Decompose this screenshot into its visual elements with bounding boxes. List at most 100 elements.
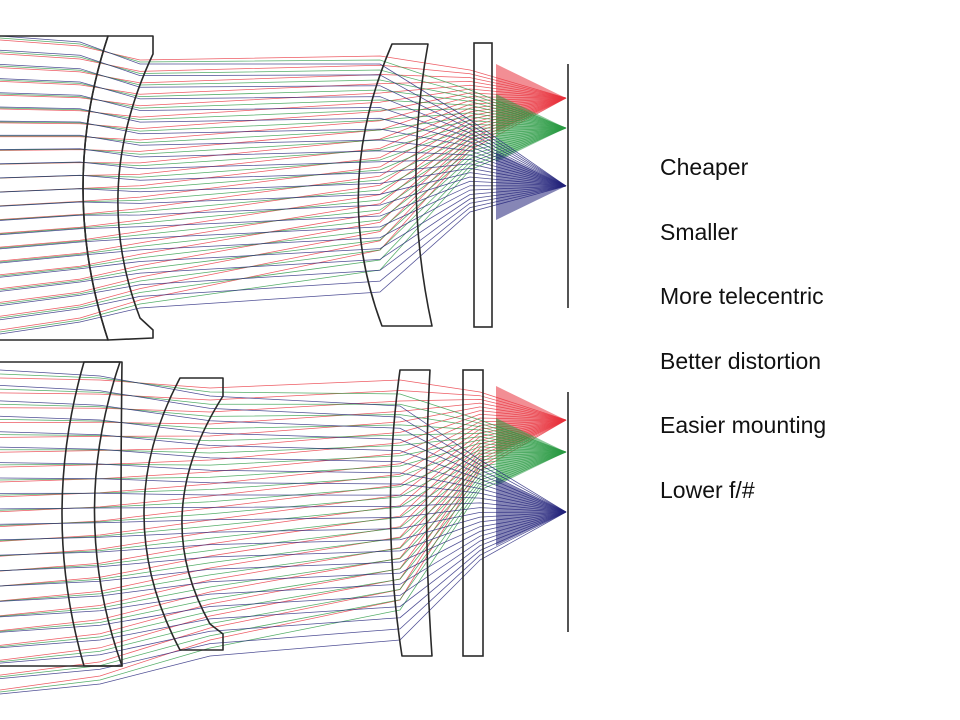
ray-path [0, 436, 567, 454]
benefit-smaller: Smaller [660, 218, 738, 245]
ray-path [0, 419, 567, 617]
ray-path [0, 159, 567, 187]
ray-path [0, 65, 567, 129]
ray-path [0, 97, 567, 331]
ray-path [0, 106, 567, 187]
ray-path [0, 185, 567, 306]
top-lens-system [0, 35, 569, 341]
ray-path [0, 462, 567, 513]
ray-path [0, 388, 567, 453]
ray-path [0, 127, 567, 263]
ray-cone [496, 478, 566, 546]
lens-rear-element [389, 369, 433, 657]
ray-bundle-blue [0, 369, 567, 695]
ray-path [0, 511, 567, 618]
lens-front-element [0, 361, 123, 667]
ray-path [0, 107, 567, 129]
ray-path [0, 511, 567, 679]
ray-path [0, 451, 567, 541]
ray-path [0, 419, 567, 587]
filter-plate [473, 42, 493, 328]
ray-path [0, 385, 567, 513]
bottom-ray-bundles [0, 369, 567, 695]
ray-path [0, 511, 567, 695]
ray-path [0, 377, 567, 421]
ray-path [0, 97, 567, 248]
ray-path [0, 53, 567, 99]
ray-bundle-green [0, 373, 567, 693]
ray-bundle-blue [0, 35, 567, 335]
ray-path [0, 185, 567, 292]
ray-path [0, 163, 567, 187]
ray-path [0, 419, 567, 646]
ray-path [0, 127, 567, 235]
lens-meniscus-element [82, 35, 154, 341]
ray-path [0, 403, 567, 453]
ray-path [0, 112, 567, 132]
ray-path [0, 410, 567, 453]
ray-path [0, 116, 567, 144]
ray-path [0, 477, 567, 513]
ray-path [0, 451, 567, 557]
ray-path [0, 419, 567, 527]
ray-path [0, 37, 567, 129]
ray-path [0, 432, 567, 453]
ray-path [0, 451, 567, 693]
ray-path [0, 172, 567, 207]
ray-path [0, 451, 567, 617]
ray-path [0, 511, 567, 541]
ray-path [0, 511, 567, 587]
ray-cone [496, 152, 566, 220]
ray-path [0, 400, 567, 513]
ray-path [0, 148, 567, 187]
ray-path [0, 180, 567, 236]
benefit-easier-mounting: Easier mounting [660, 412, 827, 438]
ray-path [0, 88, 567, 118]
bottom-lens-system [0, 361, 569, 695]
ray-path [0, 97, 567, 220]
ray-path [0, 35, 567, 187]
ray-path [0, 92, 567, 187]
ray-path [0, 97, 567, 262]
ray-path [0, 419, 567, 661]
ray-path [0, 97, 567, 152]
ray-path [0, 134, 567, 187]
ray-path [0, 185, 567, 264]
ray-path [0, 419, 567, 631]
ray-path [0, 419, 567, 602]
ray-path [0, 511, 567, 556]
ray-path [0, 492, 567, 513]
ray-path [0, 39, 567, 99]
bottom-lens-elements [0, 361, 569, 667]
ray-path [0, 415, 567, 513]
ray-path [0, 185, 567, 335]
ray-path [0, 511, 567, 602]
ray-path [0, 127, 567, 221]
ray-path [0, 127, 567, 249]
ray-path [0, 79, 567, 129]
ray-path [0, 167, 567, 193]
ray-path [0, 446, 567, 513]
ray-path [0, 390, 567, 421]
ray-path [0, 120, 567, 187]
lens-meniscus-element [143, 377, 224, 651]
ray-path [0, 451, 567, 587]
ray-path [0, 127, 567, 333]
top-lens-elements [0, 35, 569, 341]
ray-path [0, 185, 567, 278]
ray-path [0, 451, 567, 602]
ray-path [0, 97, 567, 276]
ray-cone [496, 418, 566, 486]
lens-doublet-element [61, 361, 123, 667]
ray-path [0, 507, 567, 525]
ray-path [0, 176, 567, 221]
benefits-list: Cheaper Smaller More telecentric Better … [660, 150, 950, 537]
ray-path [0, 431, 567, 513]
ray-path [0, 185, 567, 250]
ray-path [0, 78, 567, 187]
ray-path [0, 413, 567, 468]
ray-path [0, 97, 567, 234]
ray-path [0, 51, 567, 129]
ray-path [0, 64, 567, 187]
